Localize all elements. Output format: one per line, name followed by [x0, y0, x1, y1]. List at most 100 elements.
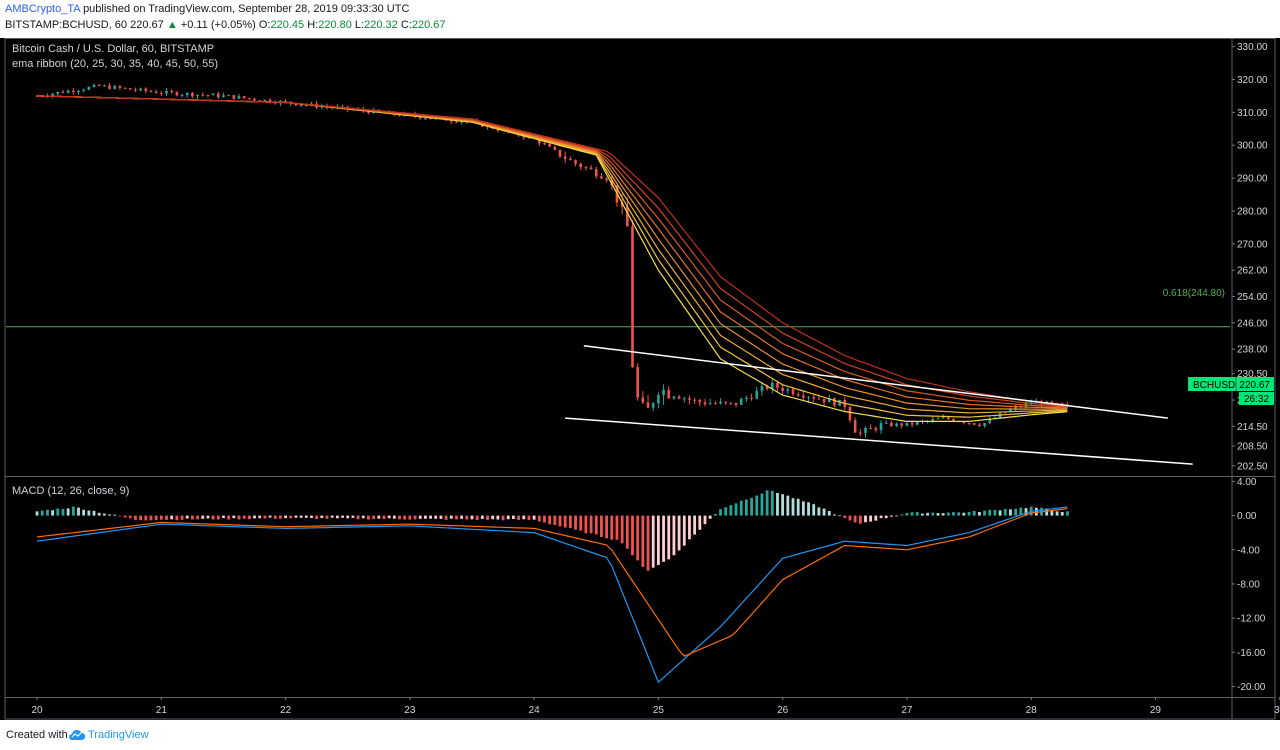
macd-title: MACD (12, 26, close, 9): [12, 485, 129, 497]
candle-body: [983, 422, 986, 426]
candle-body: [905, 422, 909, 426]
candle-body: [812, 397, 816, 399]
macd-histogram-bar: [237, 515, 241, 520]
macd-histogram-bar: [372, 515, 376, 520]
tradingview-link[interactable]: TradingView: [88, 729, 149, 741]
macd-histogram-bar: [455, 515, 458, 520]
price-tick-label: 214.50: [1237, 422, 1268, 433]
macd-histogram-bar: [553, 515, 557, 525]
macd-histogram-bar: [926, 512, 930, 516]
macd-histogram-bar: [294, 515, 298, 518]
macd-histogram-bar: [1019, 507, 1023, 516]
candle-body: [144, 88, 148, 91]
macd-histogram-bar: [392, 515, 396, 519]
macd-histogram-bar: [284, 515, 287, 519]
macd-histogram-bar: [506, 515, 510, 520]
macd-histogram-bar: [801, 501, 805, 516]
candle-body: [170, 90, 173, 93]
candle-body: [833, 398, 836, 406]
candle-body: [817, 398, 821, 400]
macd-histogram-bar: [978, 512, 981, 516]
macd-histogram-bar: [631, 515, 634, 556]
candle-body: [56, 91, 60, 94]
candle-body: [563, 156, 567, 159]
candle-body: [574, 160, 577, 164]
macd-histogram-bar: [522, 515, 526, 520]
macd-histogram-bar: [154, 515, 158, 521]
macd-histogram-bar: [512, 515, 515, 519]
candle-body: [972, 423, 976, 425]
candle-body: [936, 418, 940, 420]
candle-body: [113, 86, 117, 89]
candle-body: [460, 121, 463, 123]
price-tick-label: 270.00: [1237, 239, 1268, 250]
candle-body: [600, 176, 603, 179]
candle-body: [77, 90, 80, 93]
macd-histogram-bar: [688, 515, 691, 540]
candle-body: [952, 418, 955, 422]
macd-histogram-bar: [71, 506, 75, 516]
candle-body: [66, 90, 70, 93]
candle-body: [206, 94, 210, 96]
candle-body: [211, 93, 215, 96]
macd-histogram-bar: [403, 515, 407, 520]
candle-body: [848, 406, 852, 421]
candle-body: [253, 98, 256, 101]
candle-body: [160, 93, 163, 95]
macd-histogram-bar: [770, 490, 774, 516]
macd-histogram-bar: [170, 515, 174, 520]
candle-body: [108, 85, 111, 89]
macd-histogram-bar: [636, 515, 640, 561]
candle-body: [895, 423, 898, 427]
macd-histogram-bar: [408, 515, 412, 520]
macd-histogram-bar: [439, 515, 443, 519]
macd-histogram-bar: [517, 515, 520, 520]
macd-histogram-bar: [97, 512, 101, 516]
macd-histogram-bar: [134, 515, 137, 520]
candle-body: [216, 93, 220, 98]
price-tag-value: 220.67: [1239, 380, 1270, 391]
macd-histogram-bar: [144, 515, 148, 521]
macd-histogram-bar: [40, 510, 44, 516]
macd-histogram-bar: [879, 515, 883, 519]
macd-histogram-bar: [734, 503, 738, 516]
macd-histogram-bar: [413, 515, 417, 520]
macd-histogram-bar: [760, 493, 764, 516]
time-tick-label: 29: [1150, 705, 1162, 716]
candle-body: [884, 422, 888, 424]
author-link[interactable]: AMBCrypto_TA: [5, 3, 80, 15]
chart-area[interactable]: 330.00 320.00 310.00 300.00 290.00 280.00 270.…: [0, 38, 1280, 720]
macd-histogram-bar: [921, 513, 924, 516]
candle-body: [776, 382, 779, 388]
macd-histogram-bar: [672, 515, 676, 556]
macd-histogram-bar: [206, 515, 210, 519]
candle-body: [864, 427, 867, 433]
lower-channel-line: [565, 417, 1193, 465]
chart-svg[interactable]: 330.00320.00310.00300.00290.00280.00270.…: [0, 38, 1280, 720]
macd-histogram-bar: [548, 515, 552, 525]
macd-tick-label: 0.00: [1237, 511, 1257, 522]
candle-body: [688, 398, 691, 400]
macd-tick-label: -16.00: [1237, 648, 1266, 659]
macd-histogram-bar: [817, 507, 821, 516]
macd-histogram-bar: [273, 515, 277, 519]
macd-histogram-bar: [677, 515, 681, 551]
macd-histogram-bar: [594, 515, 598, 535]
macd-histogram-bar: [558, 515, 562, 527]
macd-histogram-bar: [610, 515, 614, 540]
candle-body: [765, 386, 769, 389]
time-tick-label: 23: [404, 705, 416, 716]
candle-body: [791, 389, 795, 395]
macd-histogram-bar: [600, 515, 603, 537]
macd-histogram-bar: [776, 493, 779, 516]
macd-histogram-bar: [449, 515, 453, 519]
ema-ribbon-line: [37, 95, 1068, 418]
tradingview-cloud-icon[interactable]: [68, 728, 86, 746]
macd-histogram-bar: [698, 515, 702, 530]
price-tick-label: 280.00: [1237, 206, 1268, 217]
candle-body: [449, 120, 453, 122]
macd-histogram-bar: [1045, 508, 1049, 516]
macd-histogram-bar: [713, 513, 717, 516]
macd-histogram-bar: [330, 515, 334, 518]
candle-body: [82, 89, 85, 91]
